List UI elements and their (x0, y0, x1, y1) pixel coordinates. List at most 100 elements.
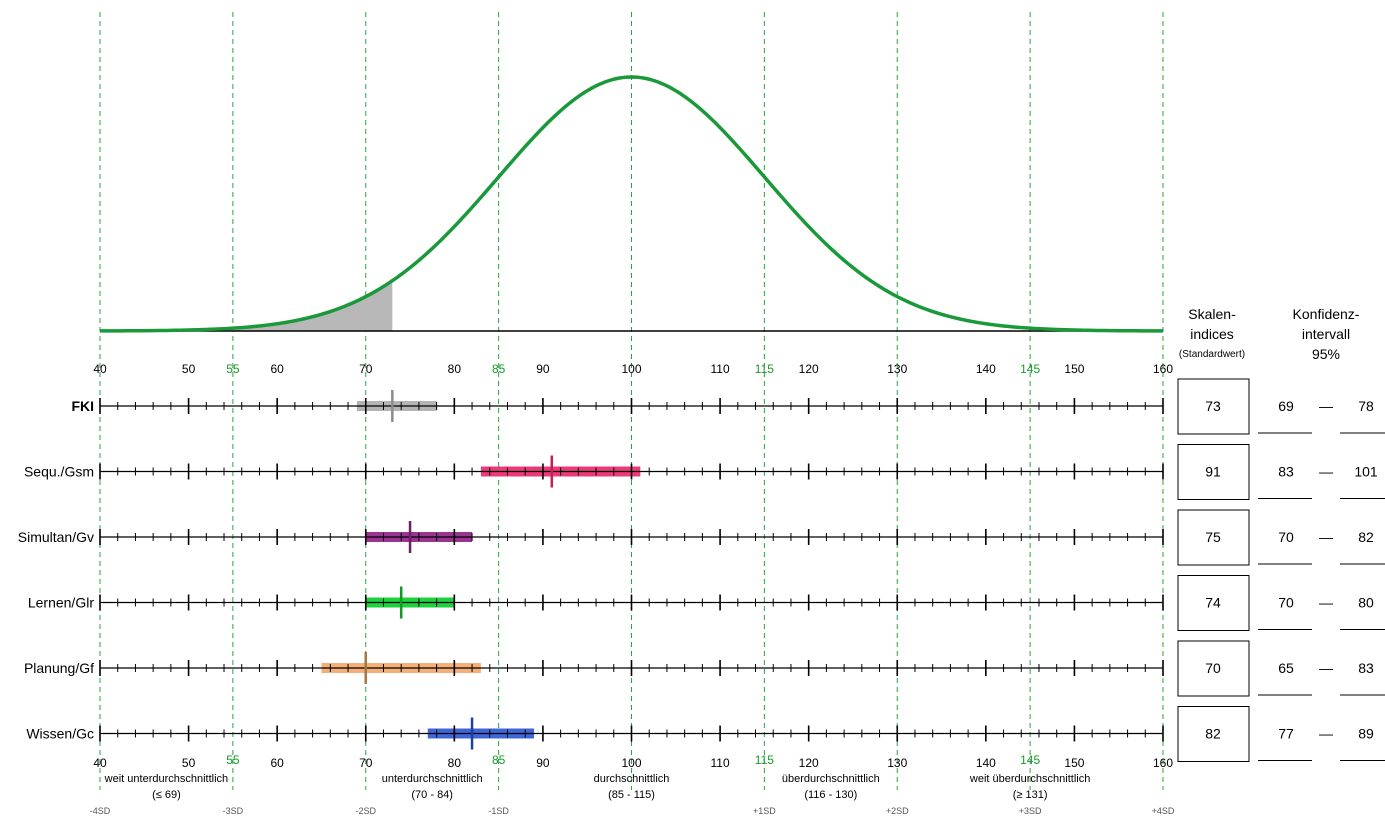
bottom-tick-label-80: 80 (448, 756, 462, 770)
row-sequ-gsm: Sequ./Gsm (24, 455, 1164, 488)
bottom-tick-label-110: 110 (711, 756, 730, 770)
category-name: weit überdurchschnittlich (969, 773, 1090, 785)
ci-separator: — (1319, 595, 1333, 611)
score-box (1177, 378, 1250, 435)
score-box (1177, 640, 1250, 697)
ci-high-value: 80 (1358, 595, 1374, 611)
table-row-planung-gf: 70 65 — 83 (1177, 640, 1385, 697)
row-label: FKI (71, 398, 94, 414)
top-tick-label-145: 145 (1020, 362, 1040, 376)
top-tick-label-120: 120 (799, 362, 819, 376)
top-tick-label-40: 40 (93, 362, 107, 376)
sd-label-+1SD: +1SD (753, 806, 776, 816)
ci-header-line1: Konfidenz- (1293, 306, 1360, 322)
category-range: (85 - 115) (608, 789, 655, 801)
sd-label--1SD: -1SD (488, 806, 509, 816)
row-label: Simultan/Gv (18, 529, 94, 545)
row-simultan-gv: Simultan/Gv (18, 521, 1164, 553)
category-range: (≥ 131) (1013, 789, 1048, 801)
ci-separator: — (1319, 464, 1333, 480)
ci-separator: — (1319, 398, 1333, 414)
bottom-tick-label-40: 40 (93, 756, 107, 770)
top-tick-labels: 40 50 55 60 70 80 85 90 100 110 115 120 130 140 145 150… (93, 362, 1173, 376)
ci-separator: — (1319, 529, 1333, 545)
row-label: Lernen/Glr (28, 595, 94, 611)
sd-label-+2SD: +2SD (886, 806, 909, 816)
top-tick-label-90: 90 (536, 362, 550, 376)
top-tick-label-100: 100 (621, 362, 641, 376)
sd-label--3SD: -3SD (223, 806, 244, 816)
bottom-tick-label-55: 55 (226, 753, 240, 767)
category-name: unterdurchschnittlich (382, 773, 483, 785)
table-row-sequ-gsm: 91 83 — 101 (1177, 444, 1385, 500)
sd-label--4SD: -4SD (90, 806, 111, 816)
bottom-tick-label-120: 120 (799, 756, 819, 770)
bottom-tick-label-145: 145 (1020, 753, 1040, 767)
top-tick-label-140: 140 (976, 362, 996, 376)
top-tick-label-60: 60 (270, 362, 284, 376)
category-name: durchschnittlich (594, 773, 670, 785)
category-name: überdurchschnittlich (782, 773, 880, 785)
ci-separator: — (1319, 726, 1333, 742)
row-label: Wissen/Gc (26, 726, 94, 742)
bottom-tick-label-140: 140 (976, 756, 996, 770)
table-row-wissen-gc: 82 77 — 89 (1177, 706, 1385, 762)
category-range: (≤ 69) (152, 789, 181, 801)
category-name: weit unterdurchschnittlich (104, 773, 229, 785)
ci-low-value: 83 (1278, 464, 1294, 480)
table-row-simultan-gv: 75 70 — 82 (1177, 509, 1385, 566)
top-tick-label-80: 80 (448, 362, 462, 376)
top-tick-label-85: 85 (492, 362, 506, 376)
score-box (1177, 509, 1250, 566)
normal-curve (99, 75, 1164, 333)
ci-low-value: 65 (1278, 660, 1294, 676)
row-wissen-gc: Wissen/Gc (26, 717, 1164, 750)
table-row-lernen-glr: 74 70 — 80 (1177, 575, 1385, 631)
top-tick-label-110: 110 (711, 362, 730, 376)
row-fki: FKI (71, 390, 1164, 422)
score-value: 91 (1205, 464, 1221, 480)
score-value: 75 (1205, 529, 1221, 545)
bottom-tick-label-85: 85 (492, 753, 506, 767)
top-tick-label-70: 70 (359, 362, 373, 376)
bottom-tick-label-115: 115 (755, 753, 774, 767)
row-label: Sequ./Gsm (24, 464, 94, 480)
row-label: Planung/Gf (24, 660, 94, 676)
table-headers: Skalen- indices (Standardwert) Konfidenz… (1179, 306, 1360, 362)
ci-high-value: 82 (1358, 529, 1374, 545)
score-rows: FKI Sequ./Gsm Simultan/Gv Lernen/Glr Planung… (18, 390, 1164, 750)
score-value: 70 (1205, 660, 1221, 676)
bottom-tick-label-60: 60 (270, 756, 284, 770)
top-tick-label-160: 160 (1153, 362, 1173, 376)
bottom-tick-label-100: 100 (621, 756, 641, 770)
top-tick-label-130: 130 (887, 362, 907, 376)
bottom-axis: 40 50 55 60 70 80 85 90 100 110 115 120 130 140 145 150… (90, 753, 1175, 816)
ci-low-value: 77 (1278, 726, 1294, 742)
bottom-tick-label-160: 160 (1153, 756, 1173, 770)
shaded-area (100, 280, 393, 331)
sd-label--2SD: -2SD (355, 806, 376, 816)
bottom-tick-label-70: 70 (359, 756, 373, 770)
sd-label-+4SD: +4SD (1152, 806, 1175, 816)
bottom-tick-label-150: 150 (1064, 756, 1084, 770)
ci-low-value: 70 (1278, 529, 1294, 545)
top-tick-label-50: 50 (182, 362, 196, 376)
row-lernen-glr: Lernen/Glr (28, 586, 1164, 619)
top-tick-label-115: 115 (755, 362, 774, 376)
ci-low-value: 69 (1278, 398, 1294, 414)
top-tick-label-150: 150 (1064, 362, 1084, 376)
score-header-line2: indices (1190, 326, 1234, 342)
score-header-line3: (Standardwert) (1179, 349, 1245, 360)
sd-label-+3SD: +3SD (1019, 806, 1042, 816)
curve-line (99, 75, 1164, 333)
row-planung-gf: Planung/Gf (24, 652, 1164, 684)
bottom-tick-label-50: 50 (182, 756, 196, 770)
bottom-tick-label-130: 130 (887, 756, 907, 770)
ci-separator: — (1319, 660, 1333, 676)
top-tick-label-55: 55 (226, 362, 240, 376)
ci-high-value: 89 (1358, 726, 1374, 742)
ci-high-value: 78 (1358, 398, 1374, 414)
category-range: (70 - 84) (411, 789, 453, 801)
ci-header-line3: 95% (1312, 346, 1340, 362)
